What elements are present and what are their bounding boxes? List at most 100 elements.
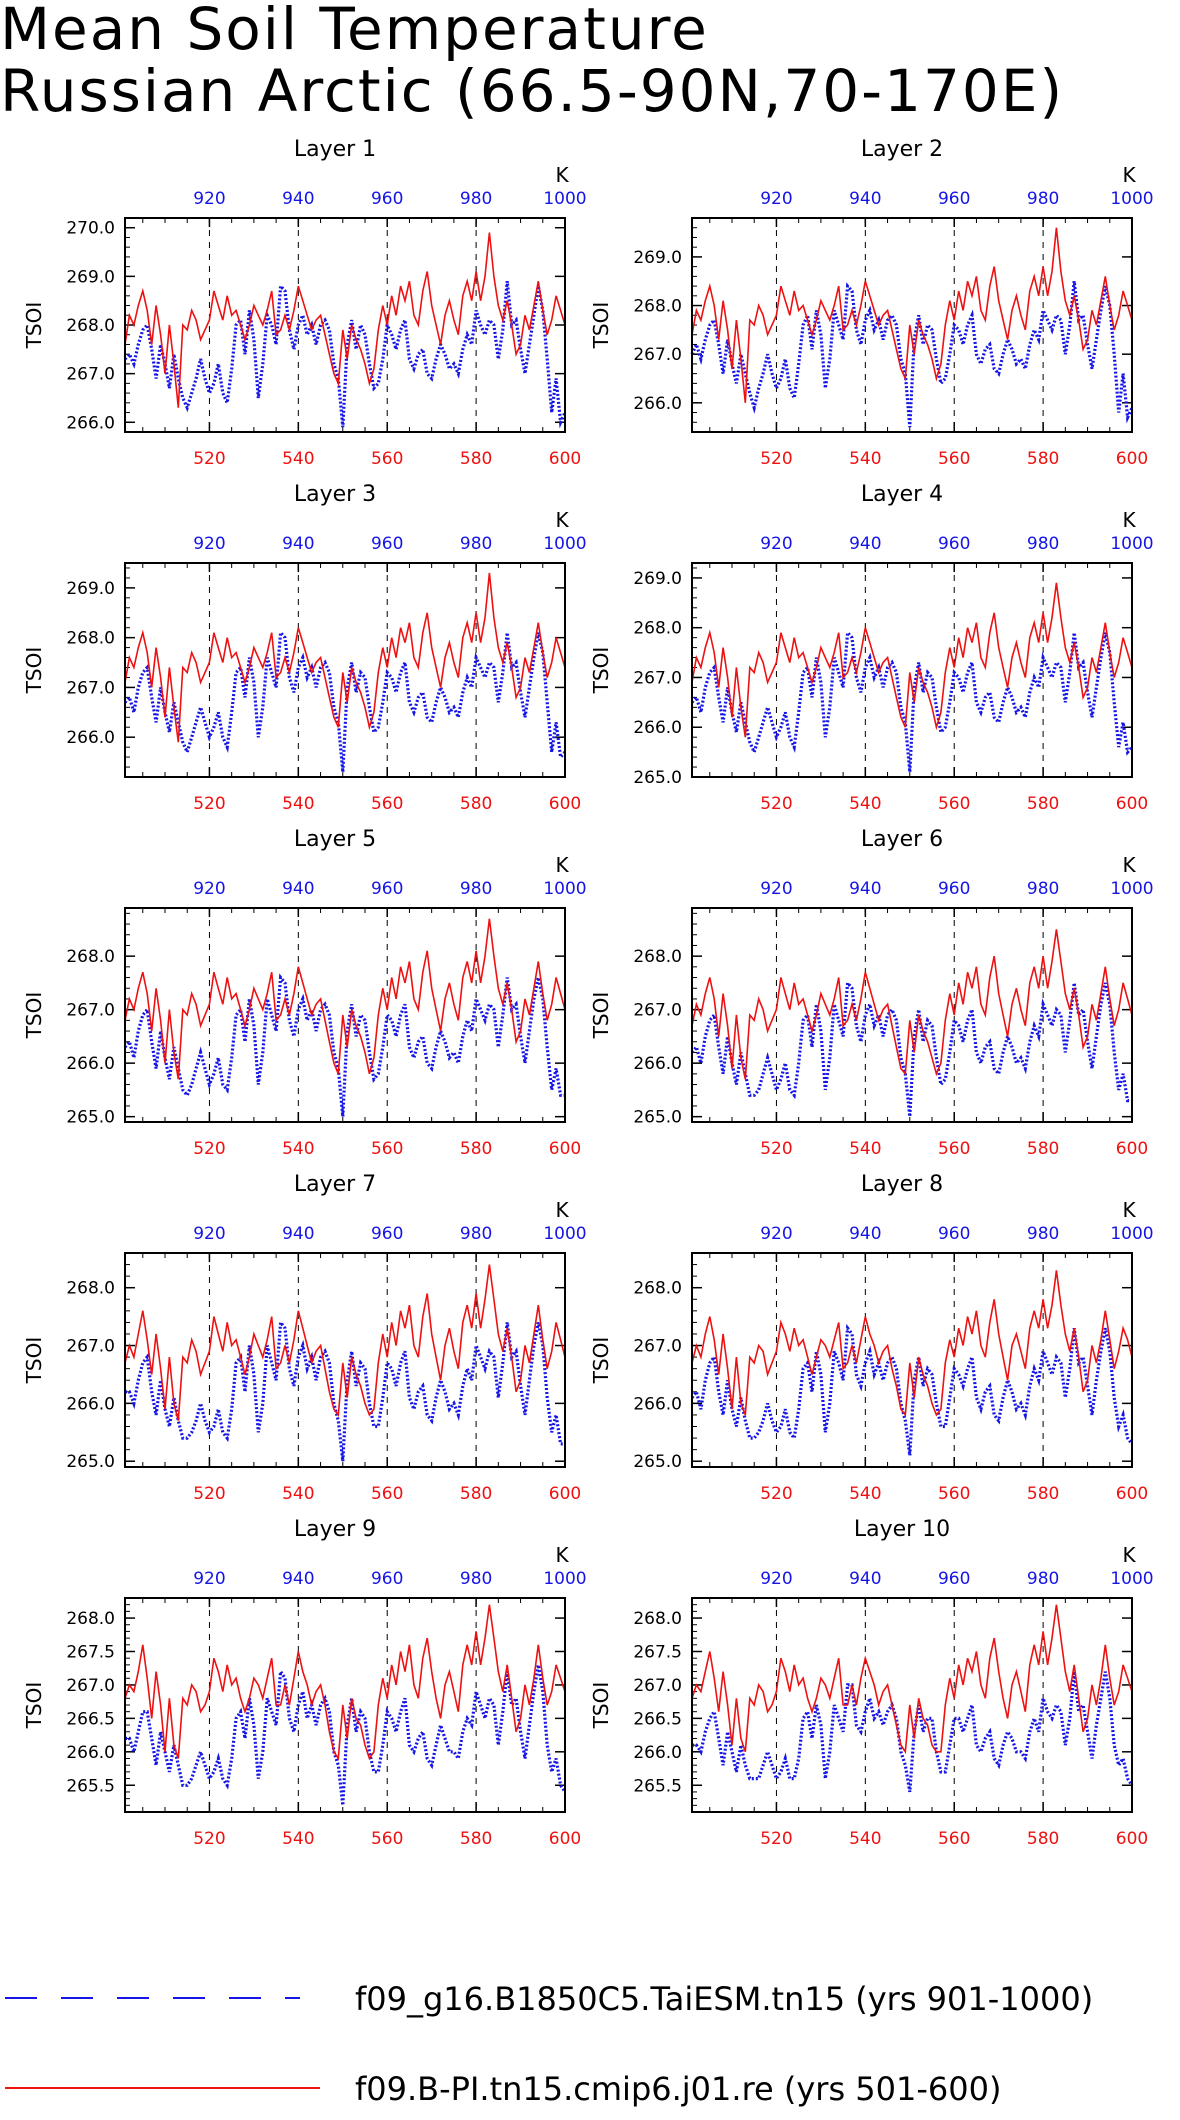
top-tick-label: 980	[460, 189, 492, 209]
bottom-tick-label: 580	[1027, 794, 1059, 814]
bottom-tick-label: 560	[938, 1829, 970, 1849]
y-tick-label: 267.0	[633, 1337, 682, 1357]
y-tick-label: 266.0	[66, 1054, 115, 1074]
y-axis-label: TSOI	[22, 992, 46, 1040]
bottom-tick-label: 560	[938, 449, 970, 469]
bottom-tick-label: 540	[282, 449, 314, 469]
bottom-tick-label: 520	[760, 449, 792, 469]
bottom-tick-label: 520	[193, 1484, 225, 1504]
y-tick-label: 268.0	[66, 1609, 115, 1629]
bottom-tick-label: 560	[371, 794, 403, 814]
plot-frame	[691, 217, 1133, 433]
y-axis-label: TSOI	[589, 302, 613, 350]
y-tick-label: 267.5	[66, 1643, 115, 1663]
top-tick-label: 1000	[543, 189, 586, 209]
bottom-tick-label: 540	[849, 1484, 881, 1504]
y-axis-label: TSOI	[589, 1682, 613, 1730]
top-tick-label: 920	[760, 534, 792, 554]
top-unit-label: K	[1122, 163, 1136, 187]
bottom-tick-label: 600	[1116, 794, 1148, 814]
y-tick-label: 268.0	[633, 1279, 682, 1299]
top-unit-label: K	[1122, 508, 1136, 532]
y-tick-label: 266.0	[66, 1394, 115, 1414]
top-tick-label: 980	[1027, 534, 1059, 554]
bottom-tick-label: 560	[938, 1484, 970, 1504]
y-tick-label: 266.0	[633, 1054, 682, 1074]
top-tick-label: 960	[938, 189, 970, 209]
top-tick-label: 980	[460, 879, 492, 899]
top-tick-label: 920	[760, 189, 792, 209]
y-tick-label: 265.0	[633, 768, 682, 788]
bottom-tick-label: 540	[282, 1829, 314, 1849]
bottom-tick-label: 560	[938, 1139, 970, 1159]
top-tick-label: 940	[282, 1569, 314, 1589]
y-tick-label: 265.5	[66, 1776, 115, 1796]
top-tick-label: 1000	[1110, 1569, 1153, 1589]
bottom-tick-label: 600	[549, 449, 581, 469]
top-tick-label: 920	[193, 879, 225, 899]
y-tick-label: 265.0	[633, 1452, 682, 1472]
y-tick-label: 269.0	[633, 569, 682, 589]
bottom-tick-label: 580	[1027, 1139, 1059, 1159]
chart-title-line-1: Mean Soil Temperature	[0, 0, 709, 63]
top-tick-label: 960	[371, 189, 403, 209]
series-line-blue	[690, 281, 1134, 428]
bottom-tick-label: 600	[1116, 1139, 1148, 1159]
bottom-tick-label: 600	[549, 794, 581, 814]
y-tick-label: 267.0	[633, 1001, 682, 1021]
plot-frame	[691, 562, 1133, 778]
plot-frame	[124, 1252, 566, 1468]
plot-frame	[124, 907, 566, 1123]
y-tick-label: 267.0	[66, 1676, 115, 1696]
bottom-tick-label: 580	[460, 1139, 492, 1159]
top-unit-label: K	[555, 508, 569, 532]
top-tick-label: 920	[193, 1569, 225, 1589]
series-line-red	[124, 572, 566, 743]
panel-title: Layer 3	[294, 482, 376, 507]
bottom-tick-label: 540	[849, 449, 881, 469]
top-unit-label: K	[1122, 1543, 1136, 1567]
top-tick-label: 920	[193, 1224, 225, 1244]
y-tick-label: 267.0	[633, 668, 682, 688]
bottom-tick-label: 580	[460, 794, 492, 814]
top-tick-label: 960	[371, 1224, 403, 1244]
y-tick-label: 268.0	[633, 619, 682, 639]
bottom-tick-label: 600	[549, 1829, 581, 1849]
top-tick-label: 960	[938, 1569, 970, 1589]
top-tick-label: 980	[1027, 1224, 1059, 1244]
panel-title: Layer 5	[294, 827, 376, 852]
y-tick-label: 266.5	[66, 1709, 115, 1729]
y-axis-label: TSOI	[589, 1337, 613, 1385]
series-line-blue	[125, 1318, 565, 1462]
bottom-tick-label: 520	[193, 1139, 225, 1159]
top-tick-label: 940	[282, 189, 314, 209]
plot-frame	[691, 907, 1133, 1123]
series-line-blue	[123, 973, 565, 1117]
top-unit-label: K	[1122, 853, 1136, 877]
y-tick-label: 266.0	[633, 1394, 682, 1414]
bottom-tick-label: 580	[1027, 1829, 1059, 1849]
top-tick-label: 980	[460, 1569, 492, 1589]
series-line-blue	[690, 1323, 1134, 1456]
y-axis-label: TSOI	[22, 1682, 46, 1730]
top-unit-label: K	[1122, 1198, 1136, 1222]
panel-title: Layer 1	[294, 137, 376, 162]
y-tick-label: 269.0	[66, 267, 115, 287]
top-tick-label: 980	[1027, 1569, 1059, 1589]
top-tick-label: 940	[849, 1569, 881, 1589]
bottom-tick-label: 580	[460, 1484, 492, 1504]
legend-label-blue: f09_g16.B1850C5.TaiESM.tn15 (yrs 901-100…	[355, 1980, 1094, 2018]
chart-title-line-2: Russian Arctic (66.5-90N,70-170E)	[0, 57, 1065, 125]
y-tick-label: 266.0	[66, 413, 115, 433]
top-tick-label: 960	[938, 879, 970, 899]
plot-frame	[691, 1597, 1133, 1813]
y-tick-label: 270.0	[66, 219, 115, 239]
y-tick-label: 267.5	[633, 1643, 682, 1663]
legend-entry-red: f09.B-PI.tn15.cmip6.j01.re (yrs 501-600)	[0, 2060, 1180, 2120]
y-tick-label: 267.0	[633, 1676, 682, 1696]
bottom-tick-label: 520	[760, 1139, 792, 1159]
y-tick-label: 269.0	[66, 579, 115, 599]
